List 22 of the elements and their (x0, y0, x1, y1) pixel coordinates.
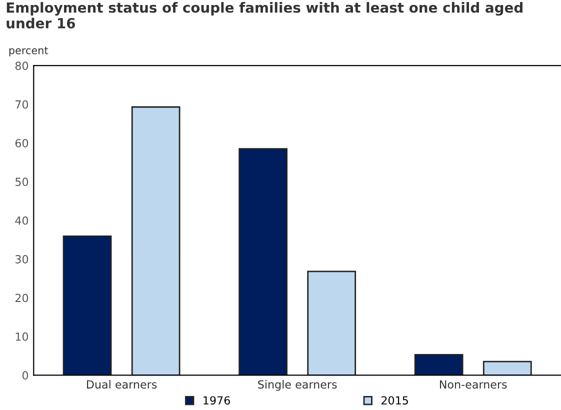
y-tick-label: 0 (22, 371, 28, 380)
y-tick-label: 50 (16, 178, 28, 186)
x-tick-label: Dual earners (87, 380, 157, 389)
bar (307, 270, 356, 376)
bar (131, 106, 180, 376)
chart-title: Employment status of couple families with at least one child aged under 16 (6, 2, 522, 28)
y-tick-label: 70 (16, 100, 28, 109)
y-tick-label: 10 (16, 332, 28, 341)
bar (414, 354, 464, 376)
y-tick-label: 30 (16, 255, 28, 264)
y-tick-label: 40 (15, 216, 28, 225)
y-axis-title: percent (9, 46, 48, 56)
bar (62, 236, 112, 376)
y-tick-label: 80 (15, 62, 28, 70)
x-tick-label: Non-earners (440, 380, 507, 389)
y-tick-label: 60 (15, 138, 28, 148)
legend-label: 2015 (381, 396, 408, 405)
x-tick-label: Single earners (258, 380, 337, 391)
bar (238, 148, 288, 376)
bar (482, 360, 532, 376)
y-tick-label: 20 (15, 294, 28, 302)
legend-label: 1976 (204, 396, 230, 405)
